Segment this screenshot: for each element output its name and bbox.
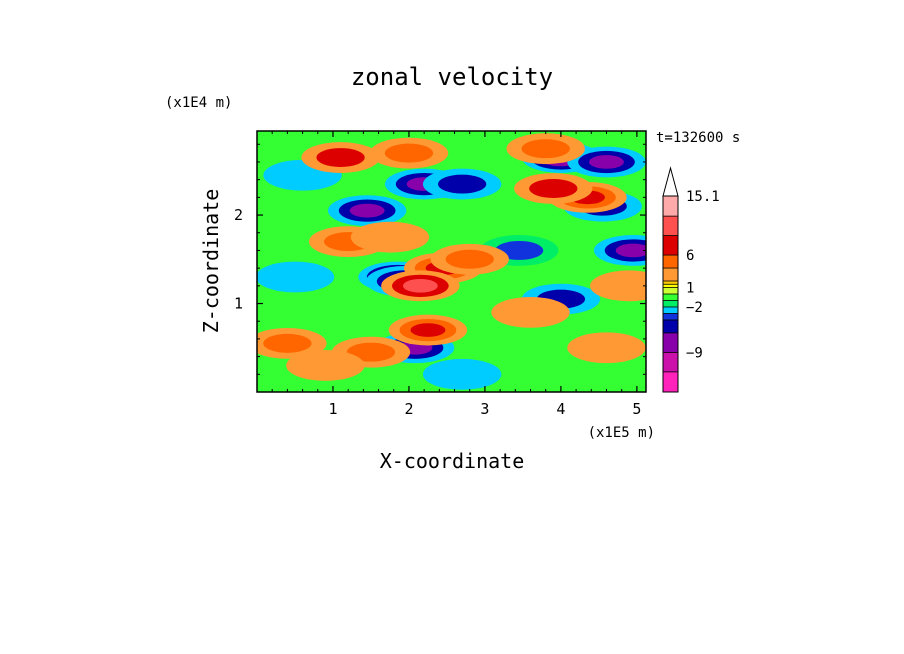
y-tick-label: 1 [234,295,243,313]
x-tick-label: 4 [556,400,565,418]
x-tick-label: 1 [328,400,337,418]
heatmap-cell [445,249,494,269]
colorbar: 15.1 6 1 −2 −9 [662,166,720,393]
colorbar-tick-label: 1 [686,281,694,297]
heatmap-cell [402,278,438,293]
heatmap-cell [521,139,570,159]
plot-frame [256,130,647,393]
colorbar-tick-label: −9 [686,345,703,361]
y-axis-title: Z-coordinate [199,189,223,334]
colorbar-swatch [663,287,678,294]
colorbar-swatch [663,319,678,333]
heatmap-cell [316,148,365,168]
heatmap-cell [590,270,646,302]
heatmap-cell [589,155,624,169]
heatmap-cell [491,296,570,328]
colorbar-tick-label: −2 [686,300,703,316]
colorbar-swatch [663,255,678,269]
colorbar-swatch [663,371,678,392]
heatmap-cell [410,323,446,337]
heatmap-cell [350,221,430,253]
heatmap-cell [615,243,646,258]
colorbar-swatch [663,306,678,314]
colorbar-swatch [663,300,678,307]
colorbar-swatch [663,294,678,301]
colorbar-swatch [663,281,678,285]
colorbar-swatch [663,284,678,288]
heatmap-cell [263,333,312,353]
y-axis: 12 [234,143,646,375]
heatmap-plot-area [257,131,646,392]
heatmap-cell [422,358,502,390]
heatmap-cell [529,179,578,198]
x-tick-label: 3 [480,400,489,418]
x-axis-title: X-coordinate [380,449,525,473]
colorbar-swatch [663,332,678,353]
colorbar-tick-label: 15.1 [686,189,720,205]
heatmap-cell [438,174,487,194]
x-axis: 1 2 3 4 5 [271,131,641,418]
heatmap-cell [286,350,365,381]
heatmap-cell [567,332,646,364]
y-tick-label: 2 [234,206,243,224]
heatmap-cell [349,203,385,218]
heatmap-cell [257,261,335,293]
colorbar-swatch [663,216,678,236]
colorbar-swatch [663,196,678,217]
time-label: t=132600 s [656,130,740,146]
colorbar-swatch [663,268,678,282]
colorbar-swatch [663,235,678,256]
colorbar-extend-arrow [662,166,679,197]
heatmap-cell [384,143,434,163]
x-multiplier-label: (x1E5 m) [588,425,655,441]
x-tick-label: 2 [404,400,413,418]
colorbar-tick-label: 6 [686,248,694,264]
y-multiplier-label: (x1E4 m) [165,95,232,111]
chart-title: zonal velocity [351,63,553,91]
colorbar-swatch [663,313,678,320]
heatmap-cell [346,342,396,362]
x-tick-label: 5 [632,400,641,418]
colorbar-swatch [663,352,678,372]
